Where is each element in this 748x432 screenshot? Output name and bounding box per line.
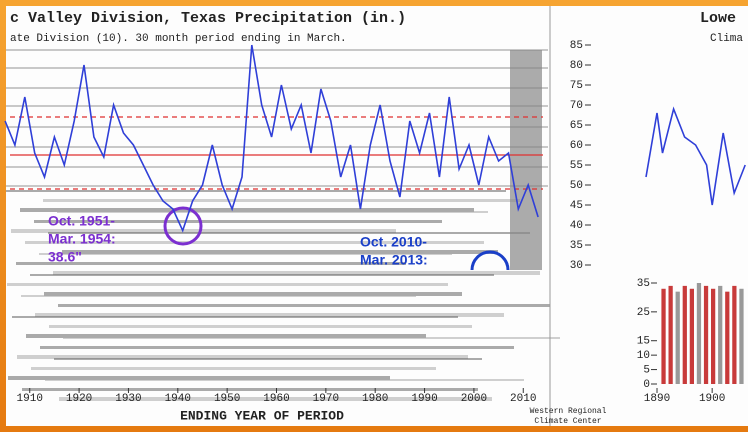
y-tick-label: 65 [570, 120, 583, 132]
y-tick-label: 70 [570, 100, 583, 112]
x-tick-label: 2000 [461, 393, 487, 405]
glitch-stripe [31, 367, 436, 370]
x-tick-label: 1950 [214, 393, 240, 405]
y-tick-label: 60 [570, 140, 583, 152]
bar [718, 285, 723, 384]
glitch-stripe [30, 274, 494, 276]
annotation: Oct. 1951- [48, 213, 115, 229]
data-line [4, 44, 539, 233]
glitch-stripe [7, 283, 448, 286]
glitch-stripe [17, 355, 468, 359]
bar [739, 288, 744, 384]
chart-title: c Valley Division, Texas Precipitation (… [10, 10, 406, 27]
x-tick-label: 1960 [263, 393, 289, 405]
glitch-stripe [11, 229, 396, 233]
glitch-stripe [22, 388, 478, 391]
y-tick-label: 40 [570, 220, 583, 232]
panel [6, 6, 748, 426]
glitch-stripe [63, 337, 560, 339]
glitch-stripes [6, 49, 560, 401]
y-tick-label: 50 [570, 180, 583, 192]
x-tick-label: 1890 [644, 393, 670, 405]
annotation: 38.6" [48, 249, 82, 265]
credit: Western Regional [530, 407, 607, 416]
chart-subtitle: Clima [710, 33, 743, 45]
bar [675, 291, 680, 384]
glitch-stripe [43, 199, 520, 202]
x-axis-label: ENDING YEAR OF PERIOD [180, 408, 344, 423]
y-tick-label: 25 [637, 307, 650, 319]
glitch-stripe [26, 334, 426, 338]
glitch-stripe [8, 376, 390, 380]
y-tick-label: 5 [643, 364, 650, 376]
glitch-stripe [54, 358, 482, 360]
data-line [645, 106, 746, 206]
glitch-stripe [48, 232, 530, 234]
glitch-stripe [62, 250, 498, 254]
glitch-stripe [25, 241, 484, 244]
bar [661, 288, 666, 384]
y-tick-label: 30 [570, 260, 583, 272]
y-tick-label: 10 [637, 350, 650, 362]
annotation: Mar. 1954: [48, 231, 116, 247]
bar [732, 285, 737, 384]
glitch-stripe [35, 313, 504, 317]
x-tick-label: 1980 [362, 393, 388, 405]
annotation: Oct. 2010- [360, 234, 427, 250]
y-tick-label: 0 [643, 379, 650, 391]
x-tick-label: 1940 [165, 393, 191, 405]
bar [682, 285, 687, 384]
y-tick-label: 85 [570, 40, 583, 52]
y-tick-label: 80 [570, 60, 583, 72]
glitch-stripe [20, 208, 474, 212]
glitch-stripe [12, 316, 458, 318]
glitch-stripe [6, 190, 506, 192]
y-tick-label: 35 [570, 240, 583, 252]
bar [696, 283, 702, 384]
y-tick-label: 15 [637, 336, 650, 348]
glitch-stripe [16, 262, 406, 265]
x-tick-label: 1920 [66, 393, 92, 405]
x-tick-label: 1990 [411, 393, 437, 405]
glitch-stripe [58, 304, 550, 307]
highlight-circle [163, 206, 203, 246]
glitch-stripe [44, 292, 462, 296]
glitch-stripe [59, 397, 492, 401]
glitch-stripe [49, 325, 472, 328]
bar [668, 285, 673, 384]
y-tick-label: 55 [570, 160, 583, 172]
glitch-stripe [45, 379, 524, 381]
bar [725, 291, 730, 384]
credit: Climate Center [534, 417, 601, 426]
chart-subtitle: ate Division (10). 30 month period endin… [10, 33, 347, 45]
glitch-stripe [53, 271, 540, 275]
chart-title: Lowe [700, 10, 736, 27]
glitch-stripe [57, 211, 488, 213]
y-tick-label: 75 [570, 80, 583, 92]
annotation: Mar. 2013: [360, 252, 428, 268]
glitch-stripe [40, 346, 514, 349]
x-tick-label: 1930 [115, 393, 141, 405]
x-tick-label: 1900 [699, 393, 725, 405]
bar [711, 288, 716, 384]
x-tick-label: 1970 [313, 393, 339, 405]
y-tick-label: 35 [637, 278, 650, 290]
glitch-stripe [21, 295, 416, 297]
x-tick-label: 1910 [17, 393, 43, 405]
y-tick-label: 45 [570, 200, 583, 212]
x-tick-label: 2010 [510, 393, 536, 405]
bar [689, 288, 694, 384]
highlight-circle [470, 250, 510, 271]
bar [703, 285, 709, 384]
glitch-stripe [34, 220, 442, 223]
gray-block [510, 50, 542, 270]
glitch-stripe [39, 253, 452, 255]
